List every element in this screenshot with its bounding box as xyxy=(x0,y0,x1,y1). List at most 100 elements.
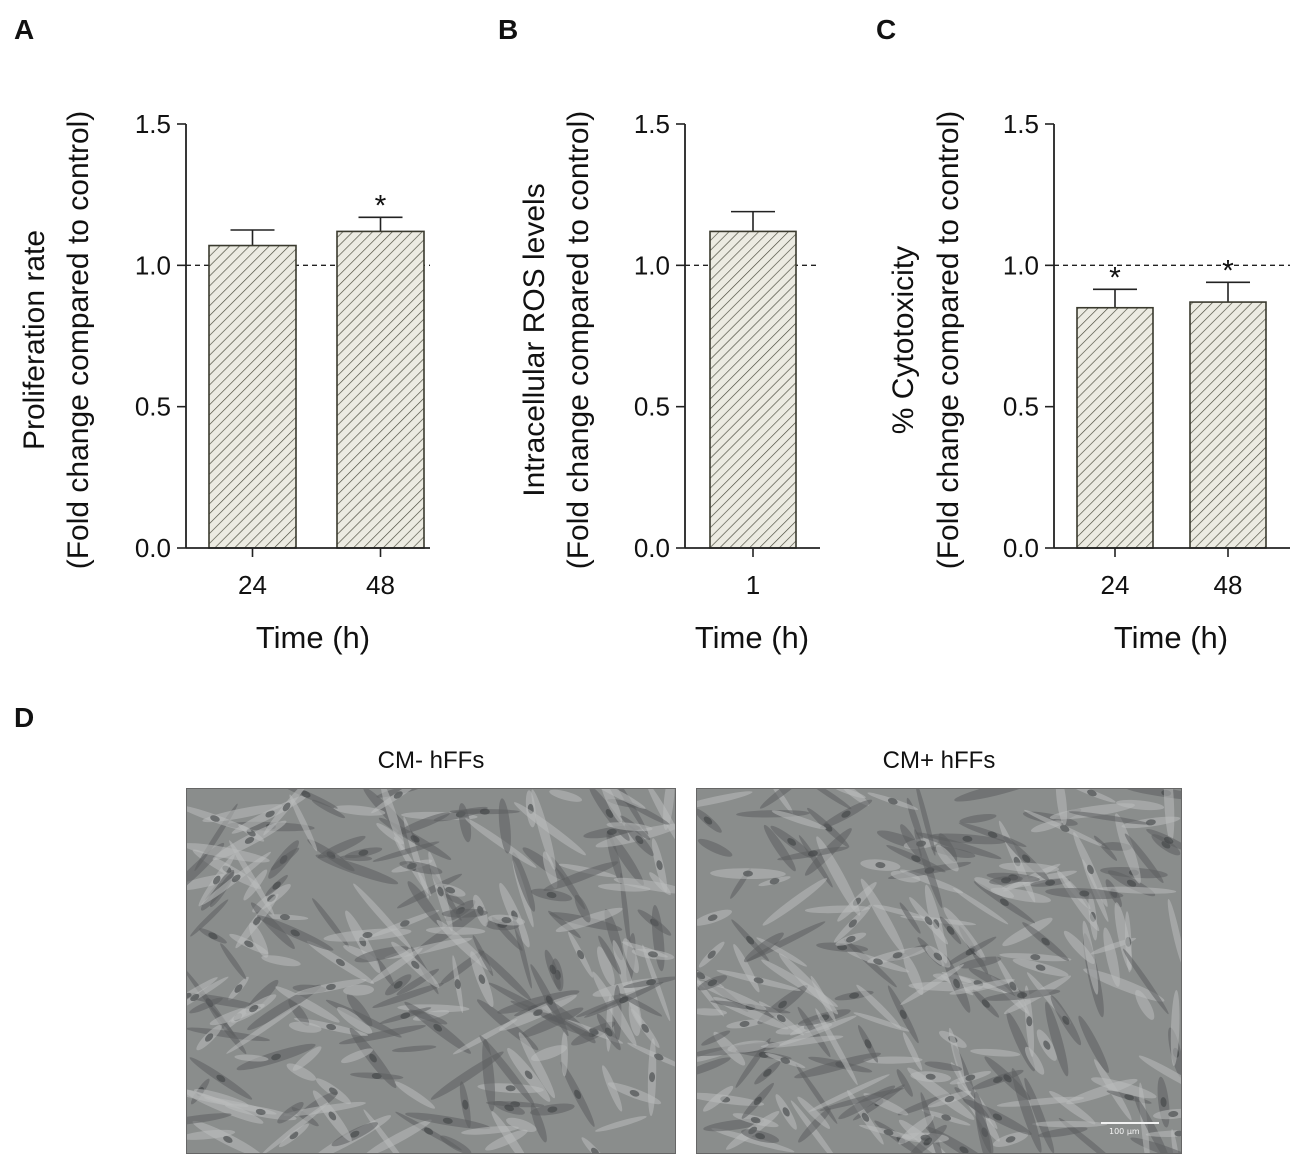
cell xyxy=(440,1135,472,1153)
cell-nucleus xyxy=(524,1070,533,1080)
bar xyxy=(709,230,797,549)
cell xyxy=(461,1125,519,1135)
cell-nucleus xyxy=(648,951,658,958)
cell-nucleus xyxy=(282,802,291,812)
cell xyxy=(399,861,443,875)
cell xyxy=(970,1048,1021,1057)
cell xyxy=(622,799,670,826)
cell xyxy=(735,1037,771,1088)
cell-nucleus xyxy=(746,936,755,945)
cell xyxy=(775,1021,833,1035)
y-axis-label: Intracellular ROS levels xyxy=(518,183,551,496)
cell xyxy=(762,878,827,926)
cell-nucleus xyxy=(635,835,644,845)
cell xyxy=(697,980,767,1011)
y-axis-label-secondary: (Fold change compared to control) xyxy=(562,111,595,570)
y-tick-label: 1.5 xyxy=(135,109,171,139)
cell xyxy=(491,1111,532,1153)
cell xyxy=(506,1117,537,1132)
cell xyxy=(482,1038,496,1112)
cell-nucleus xyxy=(697,972,706,980)
cell-nucleus xyxy=(619,996,629,1004)
cell-nucleus xyxy=(362,932,373,939)
cell xyxy=(958,956,1002,969)
cell-nucleus xyxy=(255,1108,266,1116)
cell-nucleus xyxy=(454,979,461,990)
cell-nucleus xyxy=(965,948,975,956)
cell-nucleus xyxy=(462,1099,469,1110)
cell-nucleus xyxy=(656,860,663,871)
cell-nucleus xyxy=(253,916,261,926)
cell xyxy=(622,938,639,974)
cell xyxy=(478,949,532,1001)
cell xyxy=(853,1012,911,1032)
cell xyxy=(1167,898,1181,968)
cell-nucleus xyxy=(892,952,903,959)
cell xyxy=(606,822,653,832)
figure-charts: 24 * 48 0.0 0.5 1.0 1.5 Time (h) Proliferation r… xyxy=(18,109,1290,655)
panel-letter-c: C xyxy=(876,14,897,45)
cell xyxy=(952,887,1009,925)
cell-nucleus xyxy=(335,958,345,967)
cell xyxy=(425,926,486,935)
cell xyxy=(1135,989,1155,1020)
cell xyxy=(798,835,833,888)
x-axis-label: Time (h) xyxy=(256,620,370,655)
cell xyxy=(1163,789,1175,843)
cell xyxy=(288,1021,322,1033)
cell-nucleus xyxy=(210,815,220,822)
cell xyxy=(727,1040,769,1053)
cell xyxy=(337,1007,373,1034)
cell xyxy=(530,1045,568,1062)
y-tick-label: 1.0 xyxy=(135,250,171,280)
cell-nucleus xyxy=(265,810,275,818)
cell xyxy=(1097,886,1177,894)
cell xyxy=(340,1048,373,1064)
cell-nucleus xyxy=(411,960,420,969)
scale-bar-label: 100 µm xyxy=(1109,1127,1140,1136)
cell-nucleus xyxy=(1045,879,1056,886)
cell xyxy=(1002,917,1053,947)
cell xyxy=(915,789,936,856)
cell xyxy=(275,986,340,1023)
cell xyxy=(620,872,631,948)
cell-nucleus xyxy=(328,1111,337,1121)
cell xyxy=(1114,813,1141,884)
cell-nucleus xyxy=(208,932,218,940)
y-tick-label: 0.5 xyxy=(135,392,171,422)
cell xyxy=(354,946,409,963)
cell-nucleus xyxy=(433,1023,443,1032)
cell-nucleus xyxy=(1022,854,1031,863)
cell-nucleus xyxy=(753,1096,762,1106)
cell xyxy=(790,1100,840,1153)
cell xyxy=(646,789,675,852)
cell-nucleus xyxy=(807,850,818,857)
cell xyxy=(1045,1001,1069,1077)
cell xyxy=(1078,1015,1109,1073)
cell xyxy=(1083,968,1165,1002)
cell xyxy=(592,971,637,1046)
cell xyxy=(346,993,373,1027)
cell xyxy=(187,843,270,863)
cell xyxy=(833,789,866,799)
cell xyxy=(372,983,444,1008)
cell xyxy=(286,1063,317,1081)
cell-nucleus xyxy=(358,849,369,856)
cell xyxy=(819,1087,904,1111)
y-tick-label: 1.5 xyxy=(634,109,670,139)
cell-nucleus xyxy=(1035,964,1046,971)
cell xyxy=(613,877,675,894)
cell xyxy=(187,1113,232,1126)
cell xyxy=(531,789,556,870)
cell xyxy=(574,894,591,923)
cell-nucleus xyxy=(776,1014,786,1023)
x-tick-label: 48 xyxy=(1214,570,1243,600)
significance-marker: * xyxy=(1222,254,1234,287)
cell-nucleus xyxy=(1005,1136,1016,1143)
cell xyxy=(479,1035,535,1106)
significance-marker: * xyxy=(1109,261,1121,294)
cell-nucleus xyxy=(574,1089,582,1100)
cell xyxy=(959,813,997,824)
cell xyxy=(779,1015,857,1046)
y-tick-label: 0.5 xyxy=(1003,392,1039,422)
